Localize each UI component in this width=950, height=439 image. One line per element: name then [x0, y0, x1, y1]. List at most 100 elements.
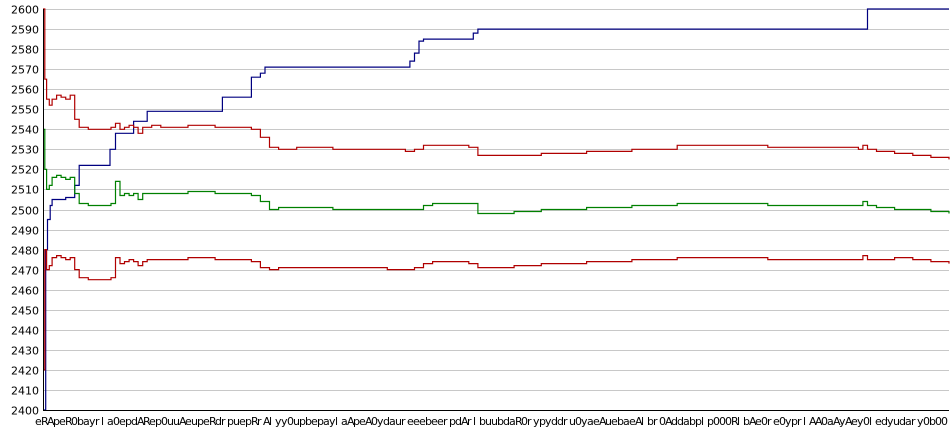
x-tick-label: a — [827, 415, 834, 428]
x-tick-label: r — [221, 415, 226, 428]
x-tick-label: b — [929, 415, 936, 428]
x-tick-label: 0 — [713, 415, 720, 428]
x-tick-label: y — [89, 415, 96, 428]
x-tick-label: e — [149, 415, 156, 428]
x-tick-label: A — [365, 415, 373, 428]
x-tick-label: R — [41, 415, 49, 428]
x-tick-label: u — [491, 415, 498, 428]
y-tick-label: 2400 — [11, 405, 39, 418]
y-tick-label: 2450 — [11, 305, 39, 318]
x-tick-label: u — [233, 415, 240, 428]
x-tick-label: p — [227, 415, 234, 428]
x-tick-label: b — [77, 415, 84, 428]
x-tick-label: d — [455, 415, 462, 428]
x-tick-label: b — [647, 415, 654, 428]
x-tick-label: e — [773, 415, 780, 428]
x-tick-label: y — [329, 415, 336, 428]
x-tick-label: r — [767, 415, 772, 428]
x-tick-label: 0 — [761, 415, 768, 428]
y-tick-label: 2540 — [11, 124, 39, 137]
x-tick-label: 0 — [287, 415, 294, 428]
x-tick-label: p — [197, 415, 204, 428]
x-tick-label: r — [95, 415, 100, 428]
x-tick-label: u — [293, 415, 300, 428]
x-tick-label: d — [215, 415, 222, 428]
x-tick-label: 0 — [719, 415, 726, 428]
y-tick-label: 2590 — [11, 24, 39, 37]
x-tick-label: d — [677, 415, 684, 428]
x-tick-label: R — [65, 415, 73, 428]
x-tick-label: a — [107, 415, 114, 428]
x-tick-label: p — [245, 415, 252, 428]
y-tick-label: 2410 — [11, 385, 39, 398]
x-tick-label: y — [377, 415, 384, 428]
x-tick-label: R — [731, 415, 739, 428]
x-tick-label: b — [497, 415, 504, 428]
x-tick-label: l — [869, 415, 872, 428]
y-tick-label: 2560 — [11, 84, 39, 97]
x-tick-label: 0 — [935, 415, 942, 428]
x-tick-label: y — [785, 415, 792, 428]
x-tick-label: u — [893, 415, 900, 428]
x-tick-label: u — [191, 415, 198, 428]
x-tick-label: y — [281, 415, 288, 428]
x-tick-label: A — [599, 415, 607, 428]
x-tick-label: A — [347, 415, 355, 428]
x-tick-label: 0 — [113, 415, 120, 428]
x-tick-label: b — [479, 415, 486, 428]
y-tick-label: 2420 — [11, 365, 39, 378]
x-tick-label: e — [413, 415, 420, 428]
x-tick-label: l — [269, 415, 272, 428]
x-tick-label: 0 — [923, 415, 930, 428]
x-tick-label: u — [569, 415, 576, 428]
x-tick-label: e — [593, 415, 600, 428]
x-tick-label: 0 — [725, 415, 732, 428]
x-tick-label: r — [401, 415, 406, 428]
x-tick-label: 0 — [863, 415, 870, 428]
x-tick-label: r — [443, 415, 448, 428]
series-line-3 — [43, 128, 950, 215]
x-tick-label: 0 — [779, 415, 786, 428]
x-tick-label: 0 — [371, 415, 378, 428]
x-tick-label: y — [857, 415, 864, 428]
x-tick-label: 0 — [161, 415, 168, 428]
x-tick-label: b — [305, 415, 312, 428]
x-tick-label: a — [323, 415, 330, 428]
y-tick-label: 2570 — [11, 64, 39, 77]
x-tick-label: y — [545, 415, 552, 428]
x-tick-label: p — [299, 415, 306, 428]
y-tick-label: 2520 — [11, 164, 39, 177]
x-tick-label: p — [707, 415, 714, 428]
y-tick-label: 2480 — [11, 245, 39, 258]
series-line-4 — [43, 249, 950, 371]
x-tick-label: 0 — [659, 415, 666, 428]
x-tick-label: p — [449, 415, 456, 428]
x-tick-label: A — [845, 415, 853, 428]
x-tick-label: y — [275, 415, 282, 428]
x-tick-label: p — [125, 415, 132, 428]
x-tick-label: r — [911, 415, 916, 428]
x-tick-label: e — [239, 415, 246, 428]
x-tick-label: e — [203, 415, 210, 428]
x-tick-label: e — [407, 415, 414, 428]
x-tick-label: d — [899, 415, 906, 428]
x-tick-label: e — [437, 415, 444, 428]
x-tick-label: d — [671, 415, 678, 428]
x-tick-label: R — [515, 415, 523, 428]
x-tick-label: b — [743, 415, 750, 428]
x-tick-label: a — [623, 415, 630, 428]
x-tick-label: p — [317, 415, 324, 428]
x-tick-label: y — [887, 415, 894, 428]
x-tick-label: r — [797, 415, 802, 428]
x-tick-label: r — [653, 415, 658, 428]
x-tick-label: 0 — [821, 415, 828, 428]
x-tick-label: A — [461, 415, 469, 428]
x-tick-label: b — [617, 415, 624, 428]
y-tick-label: 2460 — [11, 285, 39, 298]
x-tick-label: u — [167, 415, 174, 428]
x-tick-label: d — [557, 415, 564, 428]
x-tick-label: e — [185, 415, 192, 428]
x-tick-label: u — [485, 415, 492, 428]
x-tick-label: e — [59, 415, 66, 428]
x-tick-label: d — [131, 415, 138, 428]
